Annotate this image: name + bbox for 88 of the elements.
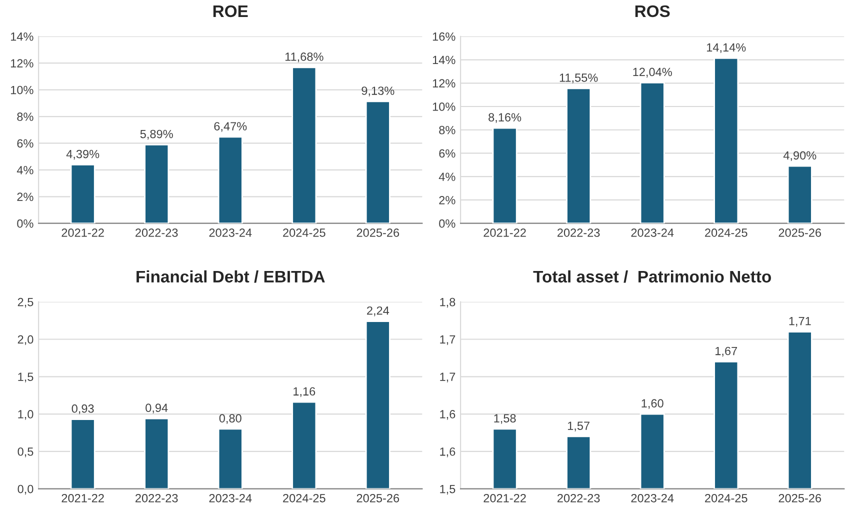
- y-tick-label: 1,7: [440, 372, 456, 382]
- data-label: 6,47%: [214, 122, 247, 132]
- y-tick-label: 2,5: [18, 298, 34, 308]
- data-label: 8,16%: [488, 113, 522, 123]
- data-label: 14,14%: [706, 43, 746, 54]
- y-tick-label: 1,6: [440, 410, 456, 420]
- x-tick-label: 2025-26: [778, 494, 822, 502]
- data-label: 0,93: [72, 404, 94, 414]
- x-tick-label: 2023-24: [209, 494, 252, 502]
- chart-title: ROS: [635, 5, 670, 18]
- y-tick-label: 4%: [438, 172, 456, 181]
- chart-title: ROE: [213, 5, 248, 18]
- data-label: 0,94: [146, 404, 168, 414]
- x-tick-label: 2024-25: [705, 228, 748, 237]
- y-tick-label: 1,5: [440, 484, 456, 495]
- y-tick-label: 1,8: [440, 298, 456, 308]
- bar: [787, 165, 812, 224]
- data-label: 9,13%: [362, 86, 394, 96]
- bar: [218, 428, 243, 489]
- y-tick-label: 0,5: [18, 447, 34, 458]
- bar: [144, 418, 170, 489]
- y-tick-label: 8%: [17, 112, 34, 121]
- bar: [70, 418, 96, 489]
- y-tick-label: 0%: [439, 219, 456, 228]
- y-tick-label: 2,0: [18, 335, 34, 346]
- data-label: 4,90%: [783, 151, 816, 161]
- bar: [640, 82, 665, 224]
- data-label: 12,04%: [633, 68, 672, 78]
- bar: [492, 127, 518, 224]
- x-tick-label: 2023-24: [209, 228, 252, 237]
- bar: [292, 401, 317, 489]
- data-label: 1,16: [294, 387, 316, 397]
- y-tick-label: 10%: [10, 86, 34, 94]
- bar: [144, 144, 170, 224]
- y-tick-label: 0,0: [18, 484, 34, 495]
- bar: [714, 57, 739, 224]
- y-tick-label: 1,5: [18, 372, 34, 382]
- y-tick-label: 6%: [17, 139, 34, 148]
- y-tick-label: 2%: [439, 196, 456, 204]
- x-tick-label: 2021-22: [484, 494, 526, 502]
- data-label: 1,71: [789, 317, 811, 327]
- x-tick-label: 2025-26: [778, 228, 822, 237]
- bar: [218, 136, 243, 224]
- x-tick-label: 2022-23: [136, 494, 178, 502]
- bar: [70, 164, 96, 224]
- data-label: 1,67: [716, 346, 738, 357]
- x-tick-label: 2024-25: [283, 494, 326, 502]
- data-label: 11,68%: [285, 52, 324, 62]
- x-tick-label: 2024-25: [283, 228, 326, 237]
- chart-title: Total asset / Patrimonio Netto: [533, 270, 772, 283]
- y-tick-label: 12%: [432, 79, 456, 88]
- data-label: 2,24: [367, 306, 390, 316]
- bar: [292, 66, 317, 224]
- x-tick-label: 2021-22: [62, 494, 104, 502]
- y-tick-label: 4%: [16, 166, 34, 174]
- bar: [566, 88, 592, 224]
- y-tick-label: 14%: [432, 56, 456, 64]
- x-tick-label: 2023-24: [631, 494, 674, 502]
- y-tick-label: 16%: [432, 32, 456, 41]
- y-tick-label: 0%: [17, 219, 34, 228]
- y-tick-label: 2%: [17, 192, 34, 201]
- x-tick-label: 2024-25: [705, 494, 748, 502]
- data-label: 1,60: [642, 399, 664, 409]
- x-tick-label: 2021-22: [484, 228, 526, 237]
- x-tick-label: 2022-23: [558, 494, 600, 502]
- x-tick-label: 2025-26: [356, 494, 400, 502]
- bar: [365, 100, 390, 224]
- x-tick-label: 2021-22: [62, 228, 104, 237]
- chart-title: Financial Debt / EBITDA: [136, 270, 325, 283]
- data-label: 1,58: [494, 414, 516, 424]
- data-label: 4,39%: [66, 150, 100, 160]
- data-label: 11,55%: [560, 74, 598, 84]
- bar: [365, 320, 390, 489]
- data-label: 0,80: [219, 414, 242, 424]
- y-tick-label: 12%: [10, 59, 34, 68]
- y-tick-label: 6%: [439, 149, 456, 158]
- x-tick-label: 2025-26: [356, 228, 400, 237]
- data-label: 5,89%: [140, 130, 173, 140]
- y-tick-label: 14%: [10, 32, 34, 41]
- y-tick-label: 10%: [432, 102, 456, 111]
- x-tick-label: 2022-23: [558, 228, 600, 237]
- x-tick-label: 2023-24: [631, 228, 674, 237]
- y-tick-label: 8%: [439, 126, 456, 134]
- y-tick-label: 1,7: [440, 335, 456, 346]
- x-tick-label: 2022-23: [136, 228, 178, 237]
- y-tick-label: 1,0: [18, 410, 34, 420]
- data-label: 1,57: [568, 422, 590, 432]
- y-tick-label: 1,6: [440, 447, 456, 458]
